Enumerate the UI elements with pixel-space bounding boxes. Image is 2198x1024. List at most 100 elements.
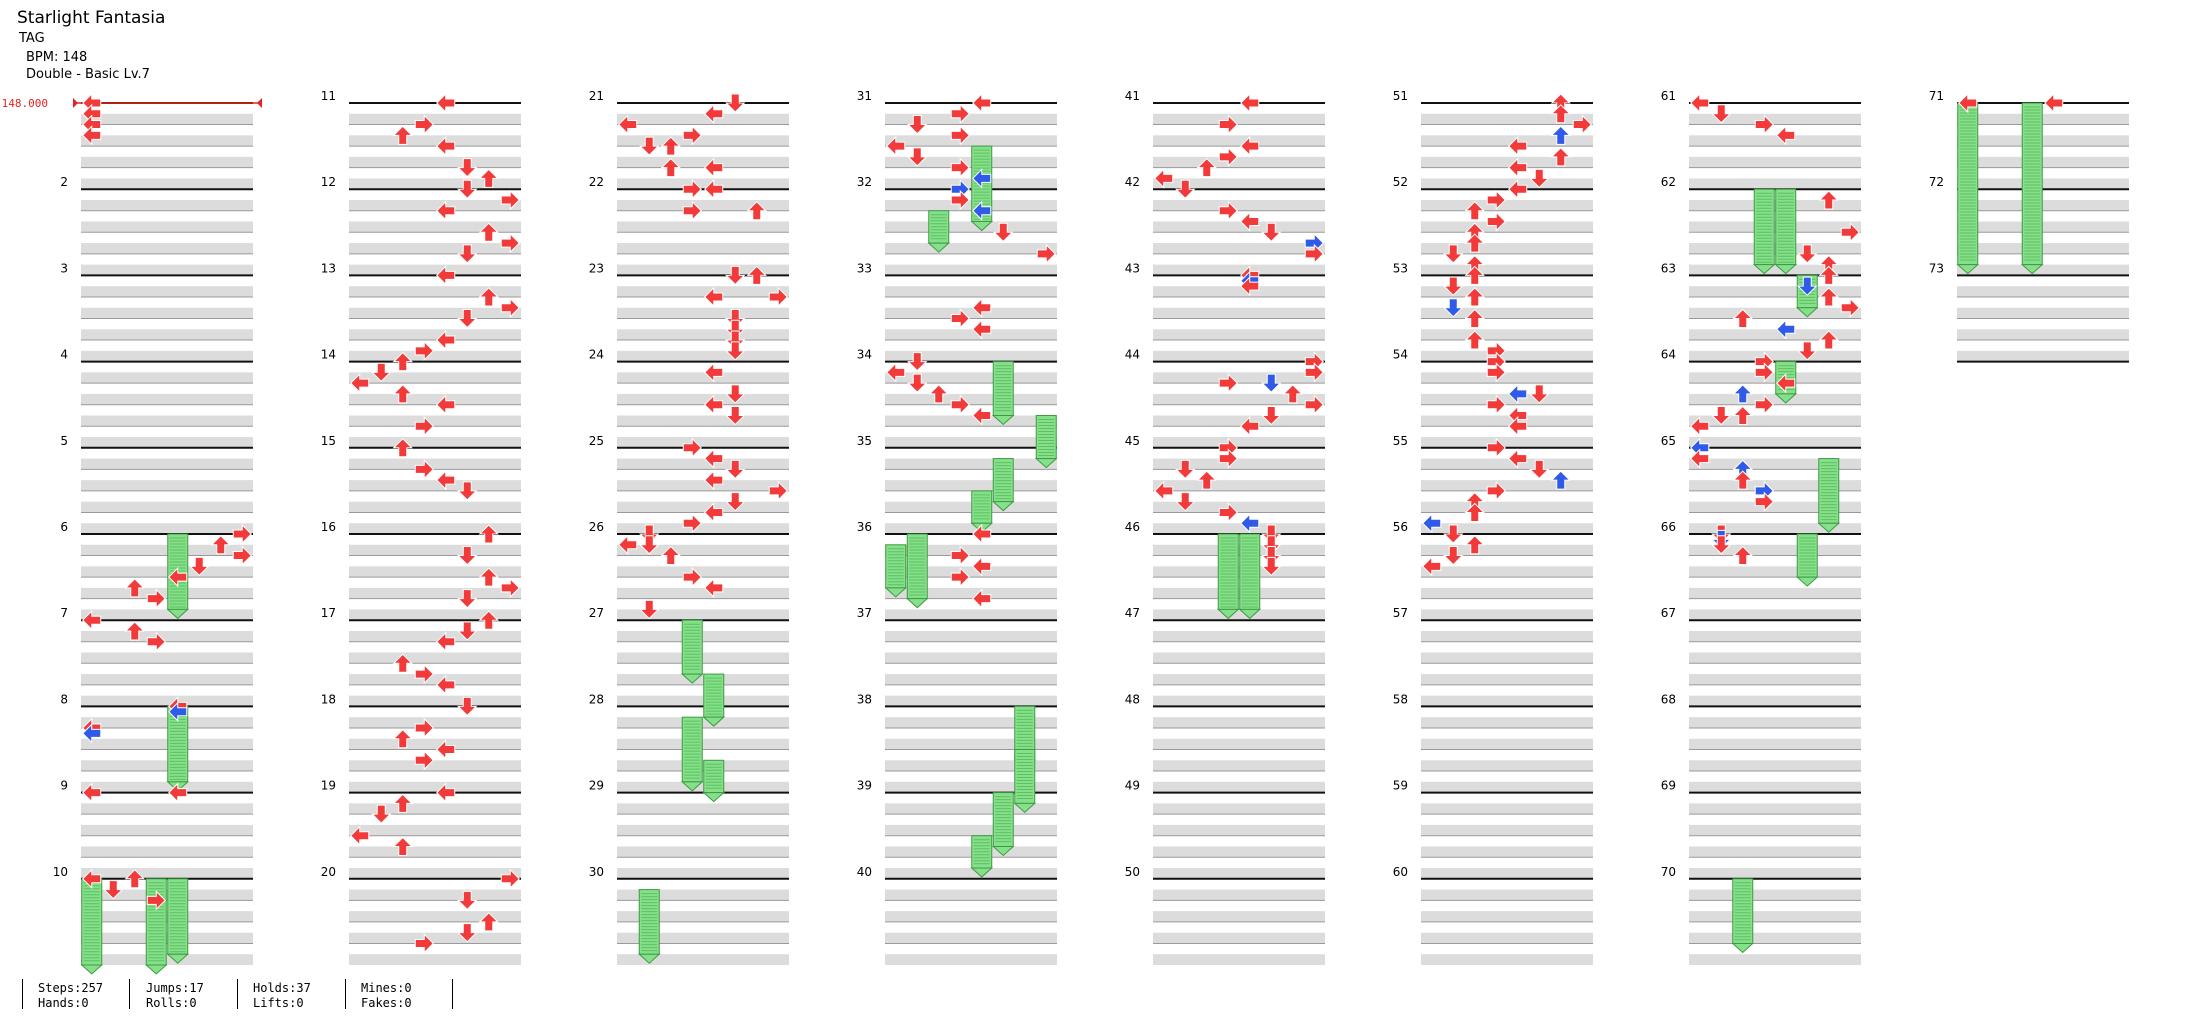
beat-band bbox=[81, 243, 253, 254]
arrow-left-icon bbox=[972, 297, 992, 318]
arrow-up-icon bbox=[478, 912, 499, 932]
beat-band bbox=[81, 113, 253, 125]
beat-band bbox=[1421, 781, 1593, 793]
arrow-left-icon bbox=[704, 178, 724, 200]
beat-band bbox=[1153, 587, 1325, 599]
beat-band bbox=[349, 458, 521, 470]
measure-number: 50 bbox=[1125, 865, 1140, 879]
measure-number: 65 bbox=[1661, 434, 1676, 448]
hold-tail bbox=[702, 792, 726, 803]
hold-tail bbox=[1752, 264, 1776, 275]
beat-band bbox=[1689, 221, 1861, 233]
arrow-right-icon bbox=[768, 480, 788, 502]
bpm-marker-end bbox=[257, 98, 262, 108]
arrow-down-icon bbox=[907, 352, 928, 372]
arrow-down-icon bbox=[725, 405, 746, 426]
arrow-left-icon bbox=[436, 782, 456, 803]
arrow-up-icon bbox=[1732, 384, 1753, 404]
beat-band bbox=[885, 178, 1057, 190]
beat-band bbox=[1689, 587, 1861, 599]
beat-band bbox=[1689, 264, 1861, 276]
arrow-left-icon bbox=[1240, 275, 1260, 297]
measure-number: 26 bbox=[589, 520, 604, 534]
measure-number: 3 bbox=[60, 261, 68, 275]
arrow-down-icon bbox=[457, 546, 478, 566]
arrow-left-icon bbox=[350, 825, 370, 846]
arrow-down-icon bbox=[639, 599, 660, 620]
beat-band bbox=[81, 911, 253, 922]
arrow-left-icon bbox=[972, 523, 992, 545]
arrow-down-icon bbox=[457, 890, 478, 911]
measure-number: 32 bbox=[857, 175, 872, 189]
beat-band bbox=[81, 889, 253, 901]
beat-band bbox=[349, 221, 521, 233]
measure-number: 37 bbox=[857, 606, 872, 620]
arrow-down-icon bbox=[1261, 373, 1282, 393]
beat-band bbox=[1421, 480, 1593, 491]
hold-tail bbox=[991, 845, 1015, 857]
measure-number: 8 bbox=[60, 692, 68, 706]
beat-band bbox=[617, 135, 789, 147]
beat-band bbox=[81, 156, 253, 168]
arrow-left-icon bbox=[82, 125, 102, 146]
beat-band bbox=[1689, 609, 1861, 621]
arrow-left-icon bbox=[704, 157, 724, 178]
beat-band bbox=[349, 350, 521, 362]
arrow-up-icon bbox=[928, 384, 949, 404]
arrow-right-icon bbox=[1218, 200, 1238, 221]
beat-band bbox=[349, 264, 521, 276]
arrow-left-icon bbox=[972, 168, 992, 189]
beat-band bbox=[81, 264, 253, 276]
beat-band bbox=[1689, 372, 1861, 384]
arrow-right-icon bbox=[950, 189, 970, 211]
beat-band bbox=[617, 458, 789, 470]
beat-band bbox=[885, 846, 1057, 858]
beat-band bbox=[1689, 135, 1861, 147]
beat-band bbox=[1153, 221, 1325, 233]
beat-band bbox=[1689, 286, 1861, 297]
arrow-up-icon bbox=[1464, 502, 1485, 522]
beat-band bbox=[617, 781, 789, 793]
measure-number: 54 bbox=[1393, 348, 1408, 362]
beat-band bbox=[349, 307, 521, 319]
arrow-down-icon bbox=[1529, 384, 1550, 404]
arrow-up-icon bbox=[478, 524, 499, 544]
arrow-down-icon bbox=[1443, 524, 1464, 544]
arrow-down-icon bbox=[725, 265, 746, 286]
beat-band bbox=[885, 674, 1057, 685]
beat-band bbox=[1421, 501, 1593, 513]
beat-band bbox=[1689, 393, 1861, 405]
beat-band bbox=[81, 523, 253, 534]
beat-band bbox=[1689, 674, 1861, 685]
beat-band bbox=[81, 630, 253, 642]
beat-band bbox=[885, 544, 1057, 556]
measure-number: 59 bbox=[1393, 779, 1408, 793]
arrow-left-icon bbox=[436, 631, 456, 652]
beat-band bbox=[81, 480, 253, 491]
beat-band bbox=[885, 652, 1057, 664]
beat-band bbox=[885, 480, 1057, 491]
arrow-right-icon bbox=[1304, 394, 1324, 415]
beat-band bbox=[617, 178, 789, 190]
arrow-right-icon bbox=[950, 103, 970, 124]
stats-divider bbox=[345, 979, 346, 1009]
beat-band bbox=[1957, 307, 2129, 319]
beat-band bbox=[617, 437, 789, 448]
beat-band bbox=[617, 544, 789, 556]
measure-number: 18 bbox=[321, 692, 336, 706]
arrow-left-icon bbox=[972, 405, 992, 426]
beat-band bbox=[1957, 286, 2129, 297]
arrow-left-icon bbox=[704, 362, 724, 383]
beat-band bbox=[1957, 199, 2129, 211]
song-title: Starlight Fantasia bbox=[17, 8, 166, 28]
beat-band bbox=[885, 372, 1057, 384]
beat-band bbox=[1421, 609, 1593, 621]
beat-band bbox=[1689, 458, 1861, 470]
hold-tail bbox=[1774, 393, 1798, 404]
beat-band bbox=[349, 523, 521, 534]
beat-band bbox=[349, 566, 521, 578]
arrow-down-icon bbox=[1529, 459, 1550, 480]
measure-number: 48 bbox=[1125, 692, 1140, 706]
arrow-up-icon bbox=[1464, 265, 1485, 285]
arrow-down-icon bbox=[725, 93, 746, 113]
